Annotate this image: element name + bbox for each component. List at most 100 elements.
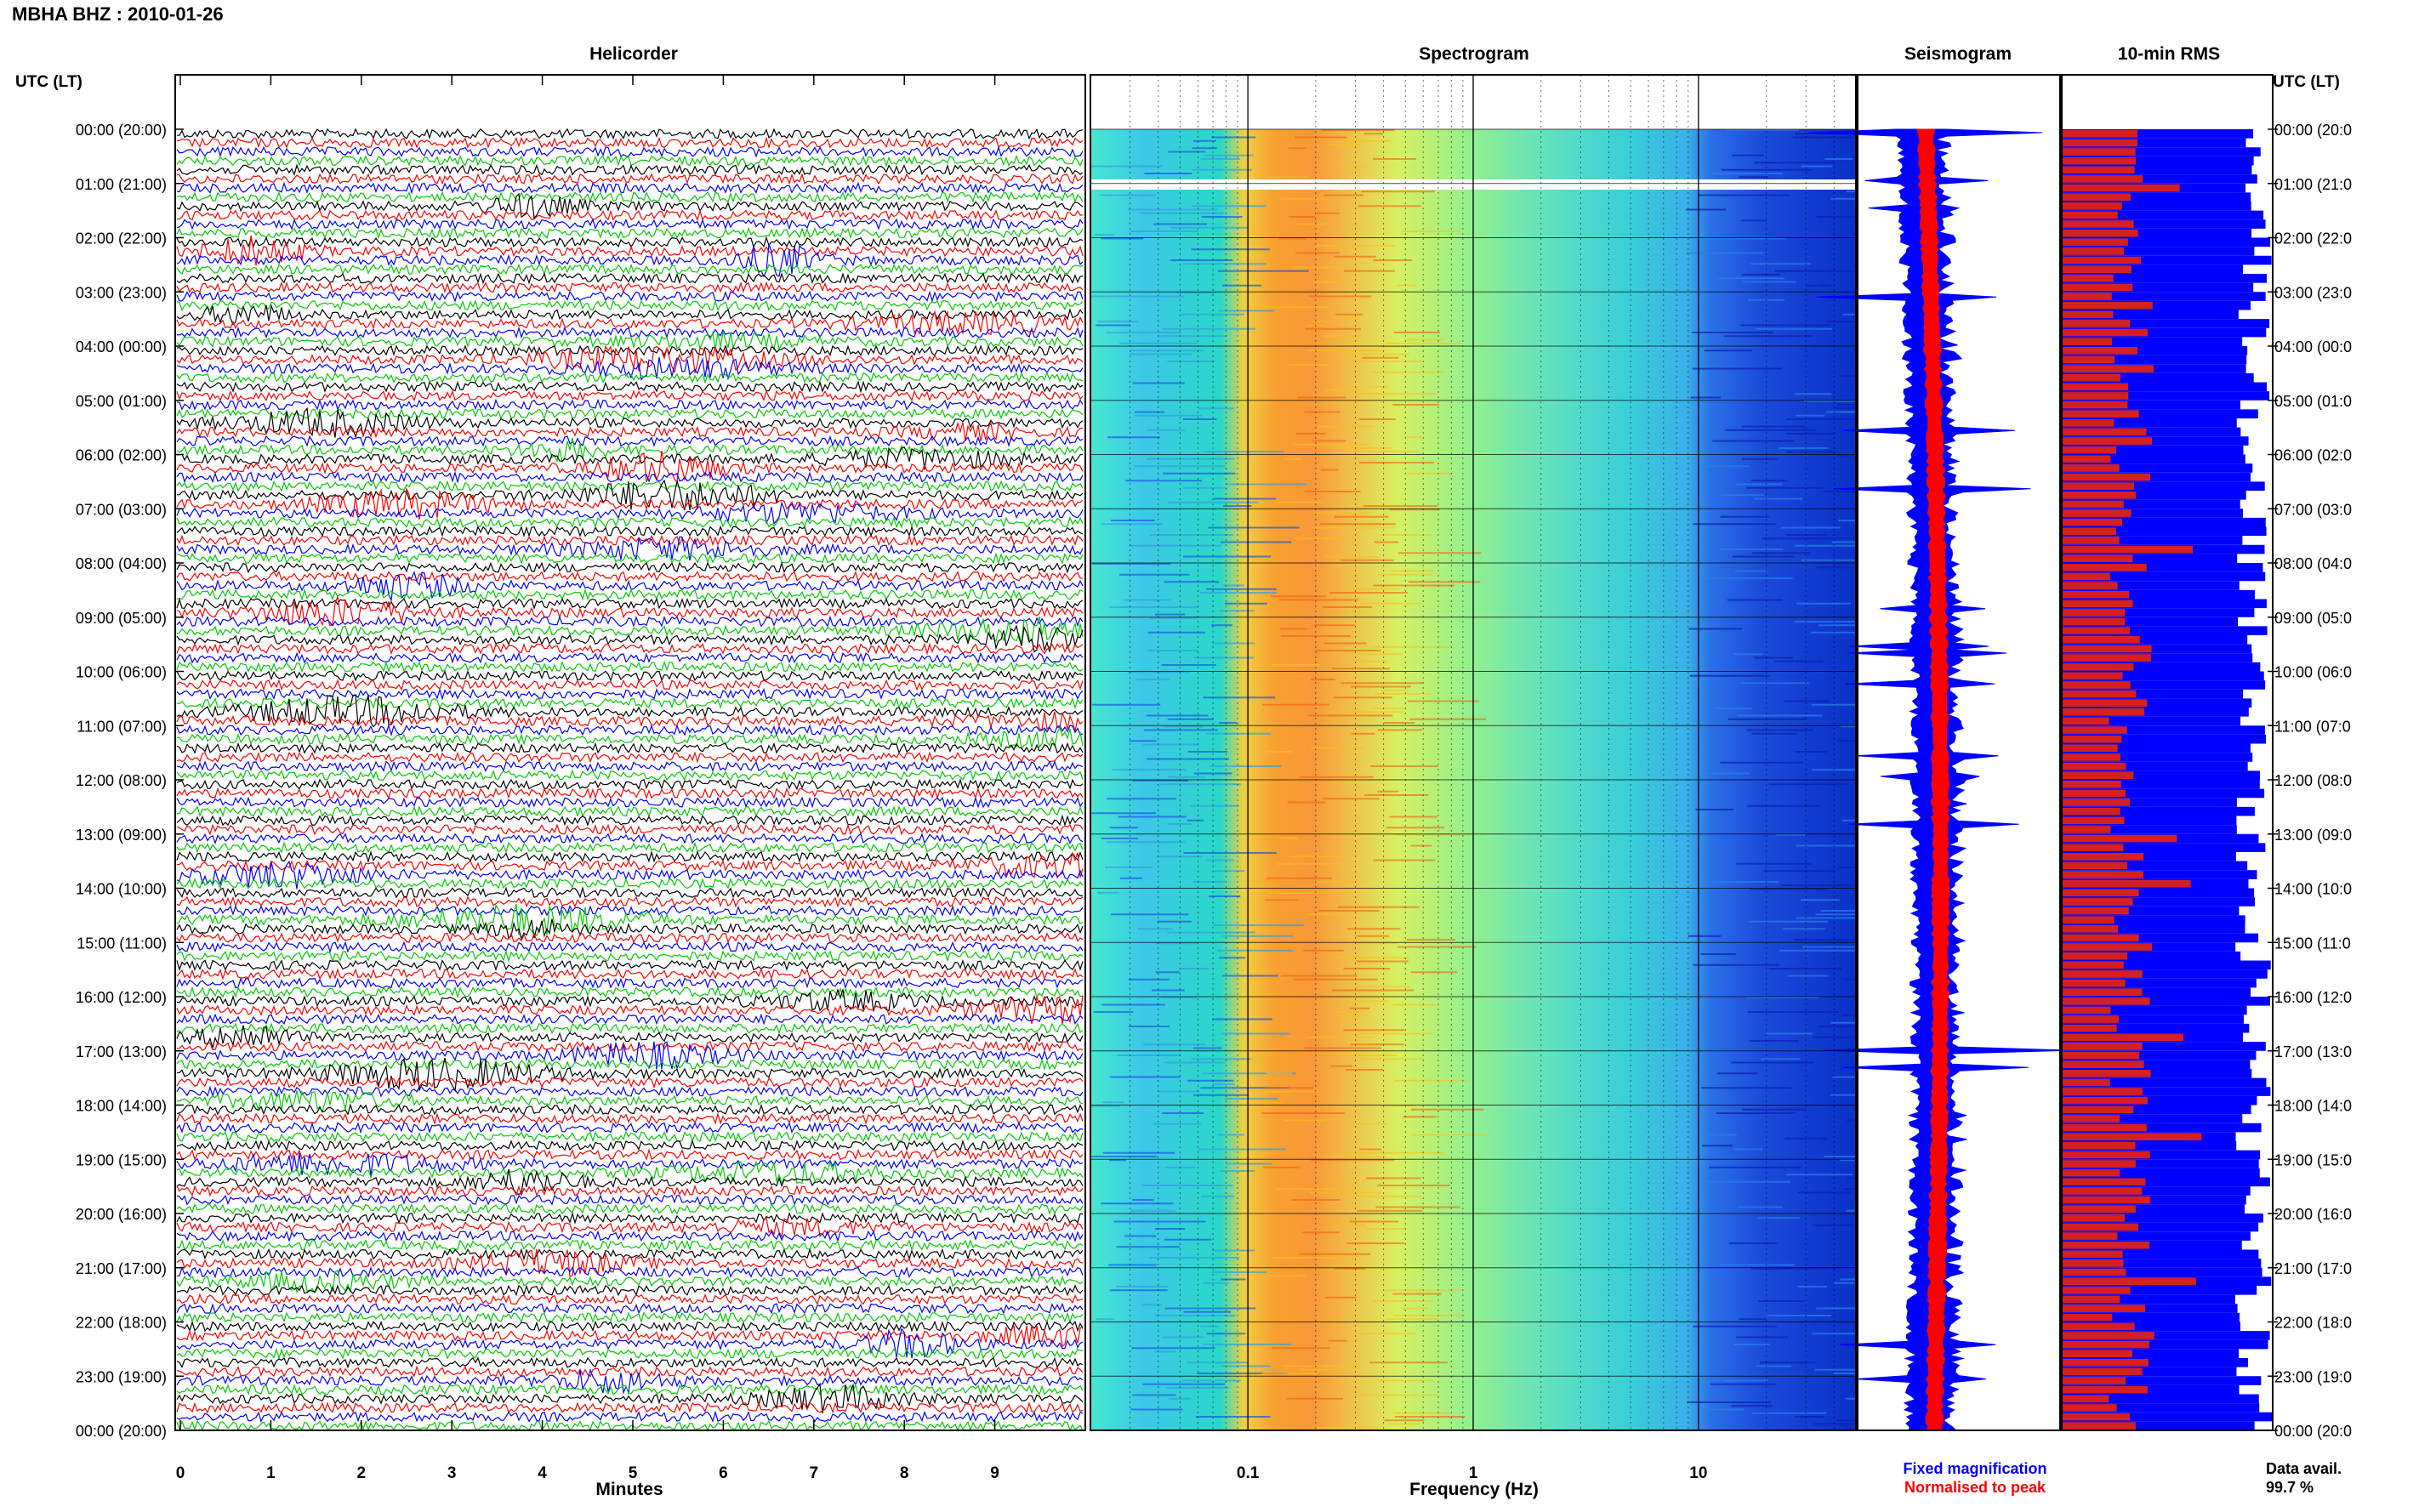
spectrogram-speckle — [1733, 1344, 1770, 1345]
spectrogram-speckle — [1716, 1112, 1796, 1114]
spectrogram-speckle — [1146, 714, 1209, 717]
spectrogram-speckle — [1205, 588, 1277, 590]
rms-fixed-bar — [2062, 526, 2267, 537]
spectrogram-speckle — [1211, 624, 1232, 627]
spectrogram-speckle — [1144, 729, 1218, 731]
spectrogram-speckle — [1204, 154, 1254, 156]
spectrogram-speckle — [1273, 501, 1323, 503]
spectrogram-speckle — [1113, 1220, 1206, 1223]
spectrogram-speckle — [1710, 173, 1783, 174]
rms-normalised-bar — [2062, 1259, 2124, 1267]
spectrogram-speckle — [1370, 765, 1438, 767]
helicorder-trace — [176, 1284, 1084, 1297]
rms-fixed-bar — [2062, 409, 2258, 418]
spectrogram-speckle — [1118, 573, 1190, 576]
rms-fixed-bar — [2062, 978, 2257, 988]
rms-panel — [2062, 129, 2273, 1430]
spectrogram-speckle — [1369, 385, 1388, 388]
rms-normalised-bar — [2062, 455, 2111, 463]
spectrogram-speckle — [1164, 725, 1203, 728]
spectrogram-speckle — [1295, 136, 1347, 139]
helicorder-trace — [176, 227, 1084, 240]
rms-fixed-bar — [2062, 734, 2266, 744]
spectrogram-speckle — [1158, 335, 1227, 338]
spectrogram-speckle — [1109, 1289, 1168, 1292]
spectrogram-speckle — [1333, 957, 1409, 959]
spectrogram-speckle — [1187, 819, 1204, 821]
spectrogram-speckle — [1132, 382, 1185, 384]
rms-fixed-bar — [2062, 517, 2266, 527]
spectrogram-speckle — [1096, 324, 1131, 327]
time-label-right: 06:00 (02:0 — [2274, 447, 2352, 464]
spectrogram-speckle — [1324, 1296, 1357, 1299]
rms-fixed-bar — [2062, 951, 2241, 961]
spectrogram-speckle — [1693, 963, 1779, 966]
rms-fixed-bar — [2062, 852, 2236, 861]
spectrogram-speckle — [1324, 389, 1362, 391]
helicorder-trace — [176, 552, 1084, 566]
rms-fixed-bar — [2062, 1123, 2262, 1133]
helicorder-trace — [176, 1410, 1084, 1424]
rms-fixed-bar — [2062, 1060, 2251, 1069]
spectrogram-speckle — [1132, 1394, 1176, 1396]
rms-normalised-bar — [2062, 211, 2118, 219]
helicorder-trace — [176, 918, 1084, 941]
spectrogram-speckle — [1378, 729, 1422, 731]
helicorder-trace — [176, 1383, 1084, 1396]
spectrogram-speckle — [1343, 968, 1391, 969]
spectrogram-speckle — [1209, 765, 1282, 767]
spectrogram-speckle — [1297, 396, 1346, 399]
rms-fixed-bar — [2062, 255, 2272, 265]
time-label-left: 01:00 (21:00) — [76, 176, 167, 193]
spectrogram-speckle — [1796, 844, 1883, 847]
rms-normalised-bar — [2062, 582, 2118, 589]
helicorder-trace — [176, 886, 1084, 899]
rms-fixed-bar — [2062, 698, 2252, 708]
spectrogram-speckle — [1796, 917, 1880, 919]
helicorder-trace — [176, 437, 1084, 463]
rms-normalised-bar — [2062, 310, 2114, 319]
helicorder-trace — [176, 1076, 1084, 1089]
spectrogram-speckle — [1116, 1286, 1169, 1287]
spectrogram-speckle — [1338, 165, 1366, 168]
spectrogram-speckle — [1785, 418, 1863, 420]
helicorder-trace — [176, 1265, 1084, 1279]
spectrogram-speckle — [1372, 708, 1406, 709]
spectrogram-speckle — [1779, 447, 1829, 449]
spectrogram-speckle — [1201, 216, 1243, 218]
rms-fixed-bar — [2062, 626, 2268, 635]
spectrogram-speckle — [1193, 772, 1232, 775]
spectrogram-speckle — [1787, 451, 1836, 453]
spectrogram-speckle — [1283, 1365, 1360, 1367]
spectrogram-speckle — [1101, 237, 1144, 240]
helicorder-trace — [176, 1090, 1084, 1113]
spectrogram-speckle — [1198, 1148, 1286, 1151]
helicorder-trace — [176, 173, 1084, 185]
spectrogram-speckle — [1325, 555, 1379, 558]
spectrogram-speckle — [1686, 252, 1764, 254]
time-label-left: 19:00 (15:00) — [76, 1151, 167, 1168]
spectrogram-speckle — [1349, 1220, 1399, 1223]
time-label-right: 01:00 (21:0 — [2274, 176, 2352, 193]
spectrogram-speckle — [1332, 1180, 1354, 1183]
rms-normalised-bar — [2062, 509, 2132, 517]
helicorder-trace — [176, 1058, 1083, 1071]
spectrogram-speckle — [1182, 555, 1272, 558]
spectrogram-speckle — [1748, 920, 1829, 923]
spectrogram-speckle — [1403, 1116, 1437, 1118]
spectrogram-speckle — [1222, 505, 1252, 507]
rms-normalised-bar — [2062, 401, 2128, 409]
rms-normalised-bar — [2062, 898, 2133, 906]
helicorder-trace — [176, 941, 1084, 953]
time-label-right: 21:00 (17:0 — [2274, 1260, 2352, 1277]
rms-normalised-bar — [2062, 979, 2126, 987]
spectrogram-speckle — [1158, 1090, 1200, 1093]
spectrogram-speckle — [1106, 332, 1181, 333]
helicorder-frame — [174, 74, 1086, 1431]
rms-normalised-bar — [2062, 1241, 2149, 1249]
rms-normalised-bar — [2062, 1178, 2146, 1186]
rms-normalised-bar — [2062, 355, 2114, 364]
rms-frame — [2061, 74, 2274, 1431]
helicorder-trace — [176, 931, 1084, 945]
